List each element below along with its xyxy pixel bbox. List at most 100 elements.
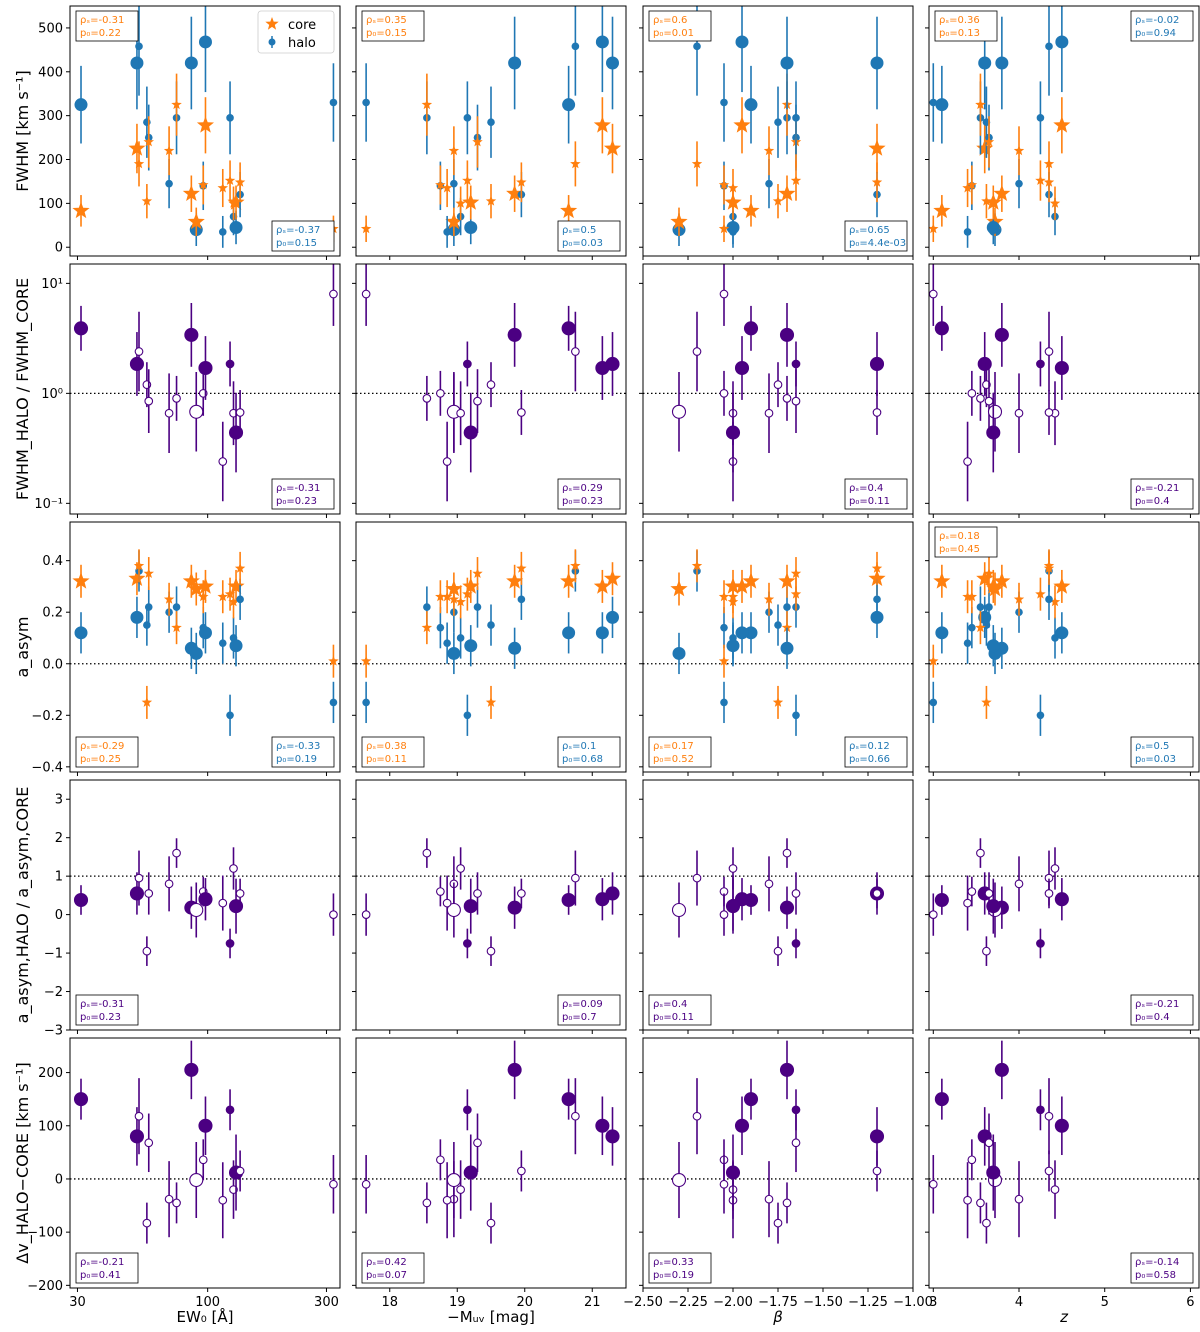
ratio-point bbox=[782, 1198, 792, 1208]
data-markers bbox=[361, 838, 620, 966]
ratio-point bbox=[725, 899, 741, 914]
ratio-point bbox=[977, 356, 992, 372]
halo-point bbox=[929, 698, 938, 707]
ratio-point bbox=[144, 1138, 154, 1148]
core-point bbox=[976, 139, 994, 156]
stats-box-frame bbox=[75, 736, 139, 768]
axes-frame bbox=[69, 779, 341, 1031]
ratio-point bbox=[1044, 408, 1054, 417]
stats-text: ρₛ=0.6 bbox=[653, 15, 687, 26]
core-point bbox=[133, 560, 145, 571]
halo-point bbox=[986, 639, 1000, 653]
ratio-point bbox=[764, 879, 774, 889]
core-point bbox=[670, 212, 688, 230]
stats-box: ρₛ=0.5 p₀=0.03 bbox=[1130, 736, 1194, 768]
stats-text: p₀=0.13 bbox=[939, 28, 980, 39]
ratio-point bbox=[422, 1198, 432, 1208]
ratio-point bbox=[1036, 1105, 1045, 1115]
ratio-point bbox=[782, 394, 792, 403]
ratio-point bbox=[442, 457, 452, 466]
halo-point bbox=[229, 220, 243, 234]
core-point bbox=[485, 696, 497, 707]
halo-point bbox=[774, 118, 782, 127]
y-tick-label: −0.4 bbox=[31, 760, 63, 775]
halo-point bbox=[74, 98, 88, 112]
ratio-point bbox=[791, 939, 801, 948]
halo-point bbox=[606, 56, 619, 70]
halo-point bbox=[329, 98, 338, 107]
stats-box-frame bbox=[648, 10, 712, 42]
panel-r3-c2: ρₛ=0.4 p₀=0.11 bbox=[639, 779, 914, 1034]
core-point bbox=[163, 145, 175, 156]
axes-frame bbox=[355, 779, 627, 1031]
ratio-point bbox=[963, 1195, 972, 1205]
ratio-point bbox=[929, 910, 938, 919]
panel-r3-c0: −3 −2 −1 0 1 2 3 ρₛ=-0.31 p₀=0.23 bbox=[44, 779, 341, 1039]
halo-point bbox=[792, 114, 800, 122]
stats-box-frame bbox=[1130, 1252, 1194, 1284]
halo-point bbox=[487, 118, 495, 127]
core-point bbox=[171, 622, 182, 633]
ratio-point bbox=[218, 898, 228, 908]
ratio-point bbox=[967, 1155, 977, 1165]
core-point bbox=[227, 577, 245, 594]
x-axis-label: −Mᵤᵥ [mag] bbox=[447, 1308, 535, 1326]
core-point bbox=[1035, 175, 1046, 185]
y-tick-label: 0.2 bbox=[42, 606, 63, 621]
y-tick-label: 3 bbox=[55, 793, 63, 808]
stats-text: ρₛ=0.5 bbox=[562, 225, 596, 236]
ratio-point bbox=[463, 1105, 472, 1115]
stats-text: p₀=0.94 bbox=[1135, 28, 1176, 39]
y-tick-label: 200 bbox=[38, 1066, 63, 1081]
y-tick-label: −0.2 bbox=[31, 709, 63, 724]
stats-box-frame bbox=[1130, 736, 1194, 768]
ratio-point bbox=[473, 1138, 482, 1148]
panel-r2-c0: −0.4 −0.2 0.0 0.2 0.4 ρₛ=-0.29 p₀=0.25 ρₛ=-0.33… bbox=[31, 521, 341, 776]
stats-box-frame bbox=[557, 994, 621, 1026]
ratio-point bbox=[73, 892, 89, 908]
stats-text: p₀=0.23 bbox=[562, 496, 603, 507]
stats-box: ρₛ=-0.37 p₀=0.15 bbox=[271, 220, 335, 252]
ratio-point bbox=[1054, 892, 1069, 907]
data-markers bbox=[671, 838, 885, 966]
x-tick-label: −1.50 bbox=[803, 1295, 843, 1310]
core-point bbox=[984, 193, 1002, 210]
core-point bbox=[182, 184, 200, 201]
core-point bbox=[228, 596, 239, 607]
core-point bbox=[670, 580, 688, 597]
ratio-point bbox=[129, 1129, 144, 1144]
ratio-point bbox=[144, 889, 154, 898]
ratio-point bbox=[198, 360, 213, 376]
core-point bbox=[983, 136, 995, 147]
ratio-point bbox=[719, 910, 729, 919]
ratio-point bbox=[1044, 1111, 1054, 1121]
core-point bbox=[234, 562, 246, 573]
ratio-point bbox=[507, 900, 522, 915]
halo-point bbox=[571, 42, 580, 51]
halo-point bbox=[1045, 42, 1053, 51]
core-point bbox=[472, 568, 483, 578]
x-tick-label: 6 bbox=[1186, 1295, 1194, 1310]
stats-box-frame bbox=[75, 994, 139, 1026]
axes-frame bbox=[69, 263, 341, 515]
stats-text: p₀=0.03 bbox=[1135, 754, 1176, 765]
core-point bbox=[603, 139, 622, 156]
ratio-point bbox=[1050, 1185, 1060, 1194]
stats-box: ρₛ=0.4 p₀=0.11 bbox=[648, 994, 712, 1026]
stats-box-frame bbox=[648, 736, 712, 768]
stats-text: p₀=4.4e-03 bbox=[849, 238, 906, 249]
ratio-point bbox=[517, 1166, 526, 1176]
core-point bbox=[234, 176, 246, 187]
core-point bbox=[187, 212, 205, 230]
ratio-point bbox=[872, 408, 882, 417]
core-point bbox=[217, 182, 228, 193]
ratio-point bbox=[934, 321, 949, 336]
ratio-point bbox=[218, 1195, 228, 1205]
ratio-point bbox=[986, 899, 1001, 914]
halo-point bbox=[144, 603, 153, 611]
stats-text: ρₛ=-0.21 bbox=[1135, 999, 1179, 1010]
ratio-point bbox=[734, 1118, 750, 1133]
core-point bbox=[143, 136, 154, 147]
axes-frame bbox=[69, 1037, 341, 1289]
ratio-point bbox=[361, 289, 371, 299]
